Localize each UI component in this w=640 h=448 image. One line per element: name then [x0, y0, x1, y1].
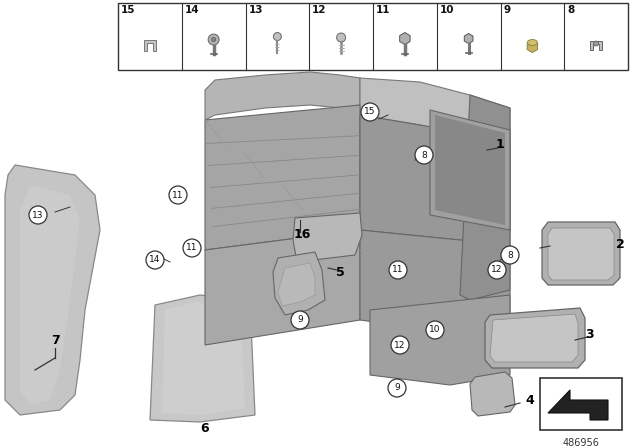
Polygon shape: [460, 95, 510, 300]
Text: 8: 8: [567, 5, 575, 15]
Circle shape: [388, 379, 406, 397]
Polygon shape: [278, 263, 315, 306]
Polygon shape: [144, 39, 156, 51]
Text: 9: 9: [504, 5, 511, 15]
Polygon shape: [273, 252, 325, 315]
Circle shape: [361, 103, 379, 121]
Text: 12: 12: [492, 266, 502, 275]
Text: 4: 4: [525, 393, 534, 406]
Polygon shape: [205, 72, 360, 120]
Text: 14: 14: [185, 5, 200, 15]
Circle shape: [391, 336, 409, 354]
Polygon shape: [5, 165, 100, 415]
Circle shape: [273, 33, 282, 40]
Text: 12: 12: [312, 5, 327, 15]
Polygon shape: [293, 213, 362, 262]
Text: 7: 7: [51, 333, 60, 346]
Circle shape: [337, 33, 346, 42]
Polygon shape: [435, 115, 505, 225]
Polygon shape: [370, 295, 510, 385]
Text: 9: 9: [394, 383, 400, 392]
Circle shape: [594, 41, 598, 46]
Text: 5: 5: [335, 267, 344, 280]
Polygon shape: [542, 222, 620, 285]
Text: 6: 6: [201, 422, 209, 435]
Circle shape: [29, 206, 47, 224]
Bar: [540, 378, 622, 430]
Circle shape: [291, 311, 309, 329]
Polygon shape: [590, 40, 602, 50]
Circle shape: [169, 186, 187, 204]
Polygon shape: [490, 314, 578, 362]
Text: 11: 11: [186, 244, 198, 253]
Circle shape: [389, 261, 407, 279]
Text: 10: 10: [429, 326, 441, 335]
Circle shape: [501, 246, 519, 264]
Text: 11: 11: [376, 5, 390, 15]
Text: 15: 15: [364, 108, 376, 116]
Text: 11: 11: [392, 266, 404, 275]
Circle shape: [415, 146, 433, 164]
Polygon shape: [360, 230, 510, 340]
Circle shape: [146, 251, 164, 269]
Polygon shape: [360, 115, 510, 245]
Text: 8: 8: [421, 151, 427, 159]
Text: 11: 11: [172, 190, 184, 199]
Text: 12: 12: [394, 340, 406, 349]
Polygon shape: [470, 372, 515, 416]
Ellipse shape: [527, 39, 538, 46]
Polygon shape: [430, 110, 510, 230]
Text: 1: 1: [495, 138, 504, 151]
Text: 3: 3: [586, 328, 595, 341]
Polygon shape: [548, 390, 608, 420]
Polygon shape: [548, 228, 614, 280]
Text: 9: 9: [297, 315, 303, 324]
Polygon shape: [485, 308, 585, 368]
Polygon shape: [150, 295, 255, 422]
Text: 15: 15: [121, 5, 136, 15]
Polygon shape: [205, 230, 360, 345]
Text: 2: 2: [616, 237, 625, 250]
Polygon shape: [162, 302, 245, 415]
Circle shape: [208, 34, 219, 45]
Circle shape: [183, 239, 201, 257]
Polygon shape: [360, 78, 510, 140]
Text: 16: 16: [293, 228, 310, 241]
Circle shape: [488, 261, 506, 279]
Circle shape: [426, 321, 444, 339]
Text: 14: 14: [149, 255, 161, 264]
Text: 13: 13: [248, 5, 263, 15]
Polygon shape: [20, 185, 80, 405]
Text: 13: 13: [32, 211, 44, 220]
Text: 486956: 486956: [563, 438, 600, 448]
Polygon shape: [205, 105, 360, 250]
Text: 8: 8: [507, 250, 513, 259]
Text: 10: 10: [440, 5, 454, 15]
Bar: [118, 3, 628, 70]
Circle shape: [212, 38, 216, 42]
